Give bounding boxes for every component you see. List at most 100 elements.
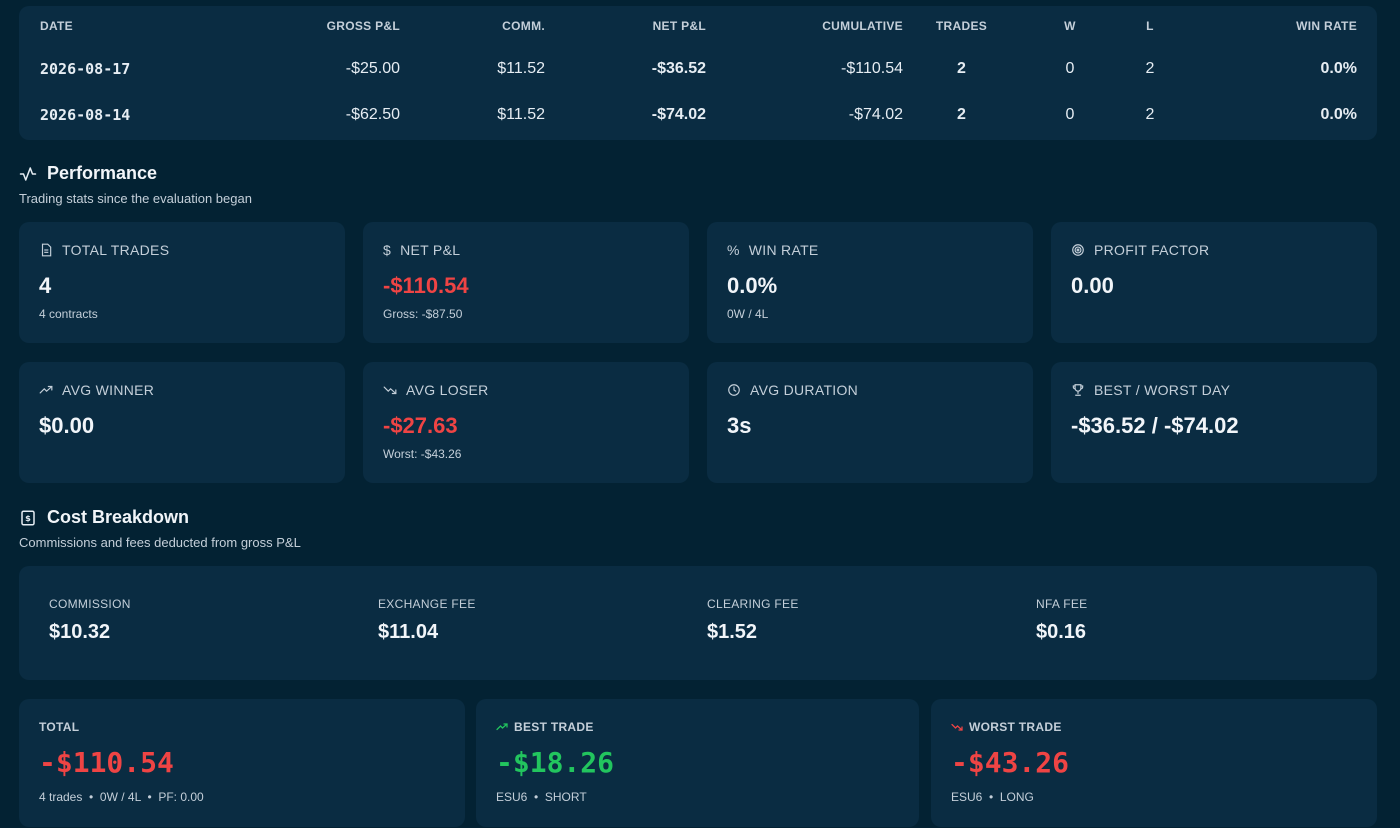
best-worst-day-label: BEST / WORST DAY bbox=[1094, 382, 1231, 398]
net-pnl-sub: Gross: -$87.50 bbox=[383, 307, 463, 321]
exchange-fee-value: $11.04 bbox=[378, 621, 439, 643]
worst-trade-sub: ESU6 • LONG bbox=[951, 790, 1034, 804]
total-sub: 4 trades • 0W / 4L • PF: 0.00 bbox=[39, 790, 204, 804]
nfa-fee-item: NFA FEE $0.16 bbox=[1036, 597, 1087, 644]
percent-icon: % bbox=[727, 242, 740, 258]
col-commission[interactable]: COMM. bbox=[502, 19, 545, 33]
avg-loser-card: AVG LOSER -$27.63 Worst: -$43.26 bbox=[363, 362, 689, 483]
row-cumulative: -$74.02 bbox=[848, 106, 903, 123]
avg-winner-card: AVG WINNER $0.00 bbox=[19, 362, 345, 483]
profit-factor-value: 0.00 bbox=[1071, 273, 1114, 298]
row-cumulative: -$110.54 bbox=[841, 60, 903, 77]
avg-duration-card: AVG DURATION 3s bbox=[707, 362, 1033, 483]
commission-value: $10.32 bbox=[49, 621, 111, 643]
row-net-pnl: -$36.52 bbox=[651, 60, 706, 77]
row-gross-pnl: -$25.00 bbox=[345, 60, 400, 77]
best-trade-sub: ESU6 • SHORT bbox=[496, 790, 587, 804]
total-label: TOTAL bbox=[39, 720, 80, 734]
performance-subtitle: Trading stats since the evaluation began bbox=[19, 191, 252, 206]
activity-icon bbox=[19, 166, 37, 181]
daily-pnl-table: DATE GROSS P&L COMM. NET P&L CUMULATIVE … bbox=[19, 6, 1377, 140]
cost-breakdown-card: COMMISSION $10.32 EXCHANGE FEE $11.04 CL… bbox=[19, 566, 1377, 680]
best-worst-day-value: -$36.52 / -$74.02 bbox=[1071, 413, 1239, 438]
commission-label: COMMISSION bbox=[49, 597, 131, 611]
profit-factor-card: PROFIT FACTOR 0.00 bbox=[1051, 222, 1377, 343]
net-pnl-card: $ NET P&L -$110.54 Gross: -$87.50 bbox=[363, 222, 689, 343]
clearing-fee-value: $1.52 bbox=[707, 621, 758, 643]
cost-breakdown-title: Cost Breakdown bbox=[47, 507, 190, 527]
cost-breakdown-heading: $ Cost Breakdown bbox=[19, 507, 189, 528]
total-value: -$110.54 bbox=[39, 746, 174, 779]
profit-factor-label: PROFIT FACTOR bbox=[1094, 242, 1210, 258]
target-icon bbox=[1072, 244, 1084, 256]
best-trade-value: -$18.26 bbox=[496, 746, 615, 779]
col-cumulative[interactable]: CUMULATIVE bbox=[822, 19, 903, 33]
total-trades-sub: 4 contracts bbox=[39, 307, 98, 321]
trend-down-icon bbox=[951, 723, 963, 731]
row-win-rate: 0.0% bbox=[1320, 106, 1357, 123]
row-losses: 2 bbox=[1145, 106, 1155, 123]
avg-loser-label: AVG LOSER bbox=[406, 382, 489, 398]
net-pnl-label: NET P&L bbox=[400, 242, 461, 258]
avg-duration-label: AVG DURATION bbox=[750, 382, 859, 398]
performance-heading: Performance bbox=[19, 163, 157, 184]
col-losses[interactable]: L bbox=[1146, 19, 1154, 33]
table-row[interactable]: 2026-08-14 -$62.50 $11.52 -$74.02 -$74.0… bbox=[19, 92, 1377, 138]
avg-loser-sub: Worst: -$43.26 bbox=[383, 447, 462, 461]
total-trades-value: 4 bbox=[39, 273, 52, 298]
win-rate-sub: 0W / 4L bbox=[727, 307, 769, 321]
nfa-fee-value: $0.16 bbox=[1036, 621, 1087, 643]
col-date[interactable]: DATE bbox=[40, 19, 73, 33]
net-pnl-value: -$110.54 bbox=[383, 273, 469, 298]
commission-item: COMMISSION $10.32 bbox=[49, 597, 131, 644]
row-net-pnl: -$74.02 bbox=[651, 106, 706, 123]
row-wins: 0 bbox=[1065, 106, 1075, 123]
cost-breakdown-subtitle: Commissions and fees deducted from gross… bbox=[19, 535, 301, 550]
nfa-fee-label: NFA FEE bbox=[1036, 597, 1088, 611]
row-win-rate: 0.0% bbox=[1320, 60, 1357, 77]
dollar-icon: $ bbox=[383, 242, 392, 258]
avg-winner-label: AVG WINNER bbox=[62, 382, 155, 398]
avg-duration-value: 3s bbox=[727, 413, 752, 438]
total-trades-card: TOTAL TRADES 4 4 contracts bbox=[19, 222, 345, 343]
trend-down-icon bbox=[383, 386, 397, 395]
trend-up-icon bbox=[496, 723, 508, 731]
best-trade-card[interactable]: BEST TRADE -$18.26 ESU6 • SHORT bbox=[476, 699, 919, 827]
performance-title: Performance bbox=[47, 163, 158, 183]
row-trades: 2 bbox=[957, 106, 966, 123]
row-gross-pnl: -$62.50 bbox=[345, 106, 400, 123]
total-summary-card: TOTAL -$110.54 4 trades • 0W / 4L • PF: … bbox=[19, 699, 465, 827]
col-wins[interactable]: W bbox=[1064, 19, 1076, 33]
svg-text:$: $ bbox=[25, 513, 31, 523]
row-losses: 2 bbox=[1145, 60, 1155, 77]
col-net-pnl[interactable]: NET P&L bbox=[652, 19, 706, 33]
worst-trade-label: WORST TRADE bbox=[969, 720, 1062, 734]
best-worst-day-card: BEST / WORST DAY -$36.52 / -$74.02 bbox=[1051, 362, 1377, 483]
row-commission: $11.52 bbox=[497, 60, 545, 77]
col-trades[interactable]: TRADES bbox=[935, 19, 988, 33]
avg-loser-value: -$27.63 bbox=[383, 413, 458, 438]
row-date: 2026-08-17 bbox=[40, 60, 131, 78]
trend-up-icon bbox=[39, 385, 53, 394]
row-trades: 2 bbox=[957, 60, 966, 77]
row-wins: 0 bbox=[1065, 60, 1075, 77]
table-row[interactable]: 2026-08-17 -$25.00 $11.52 -$36.52 -$110.… bbox=[19, 46, 1377, 92]
total-trades-label: TOTAL TRADES bbox=[62, 242, 170, 258]
win-rate-label: WIN RATE bbox=[748, 242, 819, 258]
row-commission: $11.52 bbox=[497, 106, 545, 123]
worst-trade-card[interactable]: WORST TRADE -$43.26 ESU6 • LONG bbox=[931, 699, 1377, 827]
win-rate-value: 0.0% bbox=[727, 273, 778, 298]
col-gross-pnl[interactable]: GROSS P&L bbox=[326, 19, 400, 33]
table-header-row: DATE GROSS P&L COMM. NET P&L CUMULATIVE … bbox=[19, 6, 1377, 46]
receipt-icon: $ bbox=[21, 510, 35, 525]
document-icon bbox=[41, 243, 52, 257]
col-win-rate[interactable]: WIN RATE bbox=[1296, 19, 1357, 33]
clearing-fee-label: CLEARING FEE bbox=[707, 597, 799, 611]
exchange-fee-item: EXCHANGE FEE $11.04 bbox=[378, 597, 476, 644]
worst-trade-value: -$43.26 bbox=[951, 746, 1070, 779]
clearing-fee-item: CLEARING FEE $1.52 bbox=[707, 597, 799, 644]
clock-icon bbox=[728, 384, 740, 396]
avg-winner-value: $0.00 bbox=[39, 413, 95, 438]
trophy-icon bbox=[1072, 384, 1084, 396]
exchange-fee-label: EXCHANGE FEE bbox=[378, 597, 476, 611]
